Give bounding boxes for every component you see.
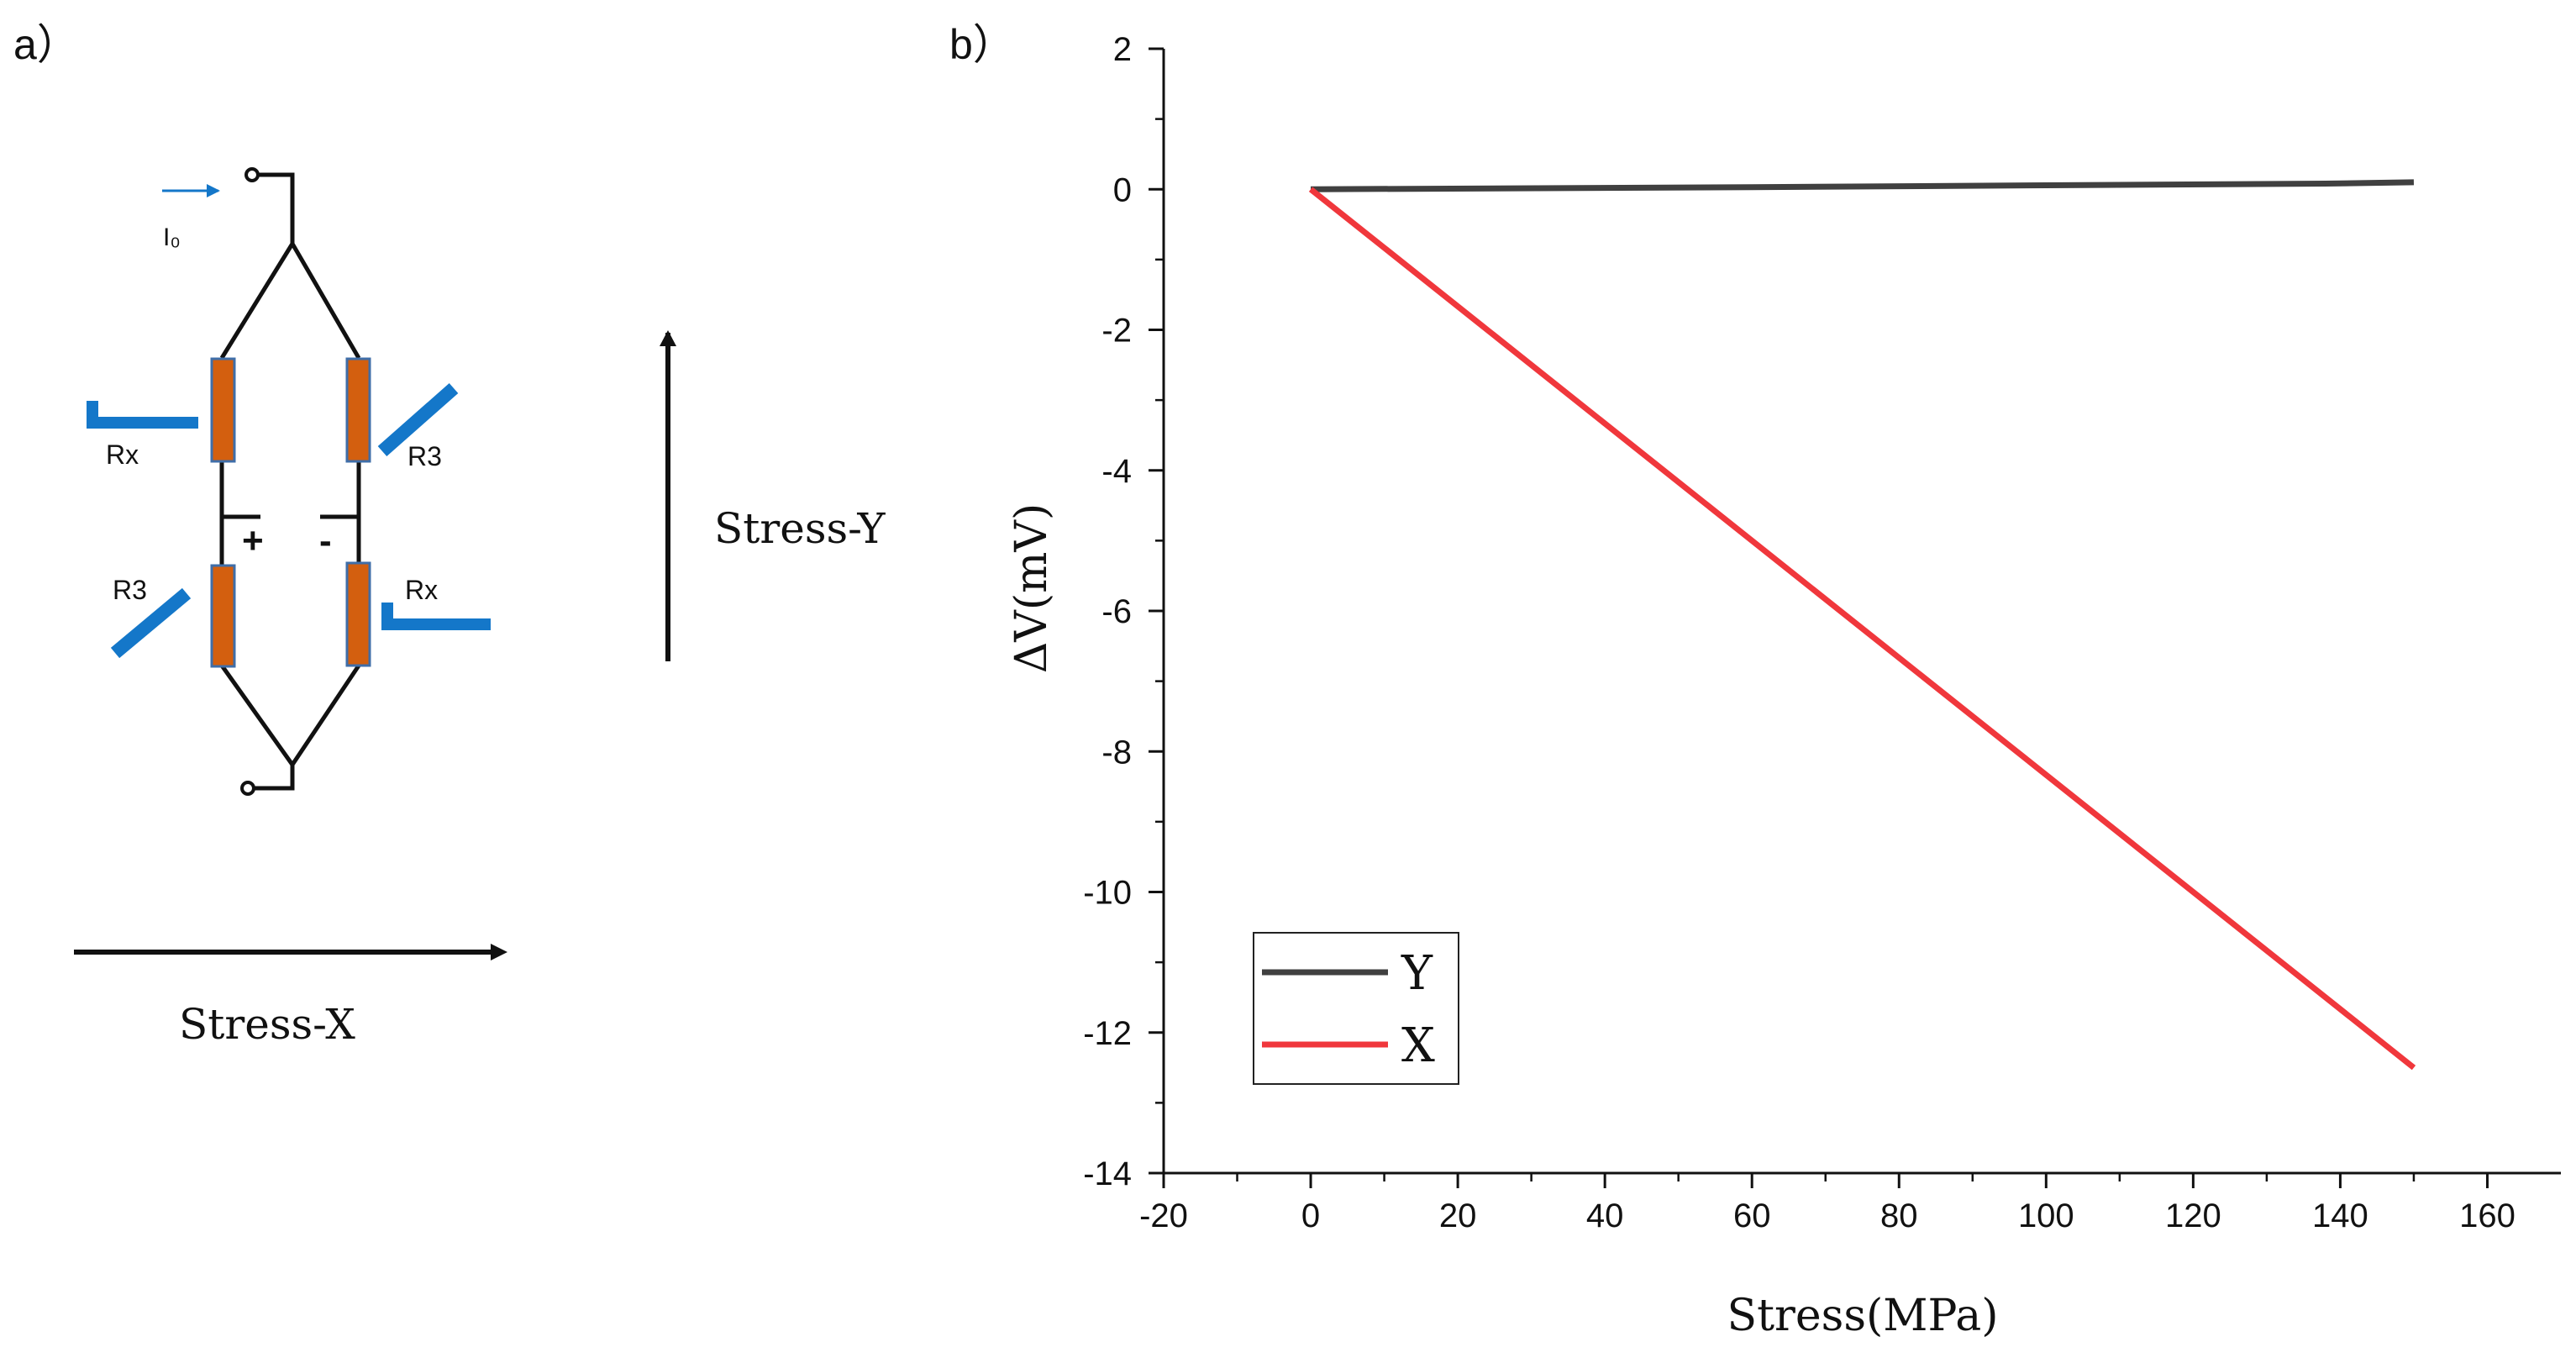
- y-tick-label: -14: [1083, 1155, 1132, 1192]
- panel-b-chart: b） -20 0 20 40 60 80 100 120 140 16020-2-4-6-8-10…: [949, 21, 2561, 1341]
- x-tick-label: 160: [2459, 1197, 2516, 1234]
- x-tick-label: 80: [1880, 1197, 1918, 1234]
- resistor-top-left: [210, 357, 236, 463]
- resistor-bottom-right: [345, 561, 371, 667]
- legend-box: [1253, 932, 1459, 1085]
- panel-a-circuit: a） I₀ + -: [13, 21, 886, 1049]
- bottom-lead-wire: [254, 765, 295, 791]
- resistor-top-right: [345, 357, 371, 463]
- label-r3-top-right: R3: [407, 441, 442, 471]
- bottom-terminal: [240, 781, 255, 796]
- label-rx-top-left: Rx: [106, 439, 139, 470]
- panel-a-label: a）: [13, 21, 79, 68]
- lower-right-branch: [290, 664, 361, 766]
- top-lead-wire: [258, 172, 295, 244]
- strain-gauge-bottom-right: [381, 603, 491, 630]
- upper-left-branch: [219, 242, 295, 360]
- strain-gauge-bottom-left: [110, 587, 192, 659]
- top-terminal: [244, 167, 260, 182]
- chart-series: [1308, 179, 2416, 1071]
- y-tick-label: -12: [1083, 1015, 1132, 1052]
- current-arrow-icon: [207, 184, 220, 197]
- minus-sign: -: [319, 520, 332, 561]
- bridge-wires: [219, 172, 361, 791]
- label-rx-bottom-right: Rx: [405, 575, 438, 605]
- stress-x-arrow-head: [491, 944, 507, 960]
- x-axis-label: Stress(MPa): [1727, 1291, 1999, 1341]
- strain-gauge-top-left: [87, 401, 198, 429]
- x-tick-label: 120: [2165, 1197, 2221, 1234]
- upper-right-branch: [290, 242, 361, 360]
- stress-y-arrow-head: [660, 330, 676, 346]
- x-tick-label: -20: [1139, 1197, 1188, 1234]
- y-tick-label: -10: [1083, 875, 1132, 912]
- x-tick-label: 140: [2312, 1197, 2368, 1234]
- current-label: I₀: [163, 224, 181, 251]
- stress-x-label: Stress-X: [179, 1000, 355, 1049]
- lower-left-branch: [219, 664, 295, 766]
- stress-y-label: Stress-Y: [714, 504, 886, 553]
- x-tick-label: 40: [1586, 1197, 1624, 1234]
- y-tick-label: 0: [1113, 171, 1132, 208]
- resistor-bottom-left: [210, 564, 236, 668]
- x-tick-label: 0: [1301, 1197, 1320, 1234]
- series-line-x: [1308, 187, 2416, 1071]
- y-axis-label: ΔV(mV): [1007, 503, 1057, 674]
- chart-legend: YX: [1253, 932, 1459, 1085]
- x-tick-label: 60: [1733, 1197, 1771, 1234]
- label-r3-bottom-left: R3: [113, 575, 147, 605]
- y-tick-label: 2: [1113, 31, 1132, 68]
- plus-sign: +: [242, 520, 264, 561]
- y-tick-label: -6: [1101, 593, 1132, 630]
- series-line-y: [1311, 179, 2415, 192]
- panel-b-label: b）: [949, 21, 1015, 68]
- y-tick-label: -2: [1101, 313, 1132, 350]
- x-tick-label: 20: [1439, 1197, 1477, 1234]
- chart-axes: -20 0 20 40 60 80 100 120 140 16020-2-4-6-8-10-12…: [1083, 31, 2561, 1234]
- y-tick-label: -4: [1101, 453, 1132, 490]
- legend-label-y: Y: [1401, 946, 1433, 1001]
- strain-gauge-top-right: [377, 383, 459, 456]
- legend-label-x: X: [1401, 1018, 1435, 1073]
- y-tick-label: -8: [1101, 734, 1132, 771]
- x-tick-label: 100: [2018, 1197, 2074, 1234]
